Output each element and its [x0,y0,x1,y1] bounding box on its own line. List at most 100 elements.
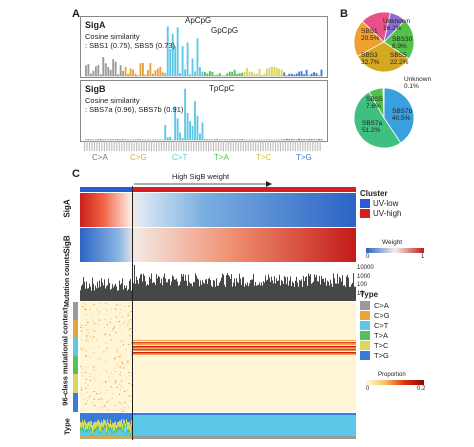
count-bar [292,281,293,301]
context-cell [106,347,108,349]
count-bar [262,285,263,301]
count-bar [318,281,319,301]
type-bar [83,413,84,423]
count-bar [306,276,307,301]
type-legend-label: C>A [374,301,389,310]
pie2-sbs7b-name: SBS7b [392,108,413,115]
spectrum-bar [253,139,256,140]
spectrum-bar [236,73,239,76]
trinucleotide-tick [274,141,277,151]
spectrum-bar [273,139,276,140]
count-bar [189,282,190,301]
count-bar [337,273,338,301]
type-bar [94,429,95,433]
count-bar [184,280,185,301]
count-bar [190,283,191,301]
pie1-sbs3-name: SBS3 [361,52,378,59]
context-cell [127,314,129,316]
type-bar [103,419,104,427]
trinucleotide-tick [247,141,249,151]
spectrum-bar [320,139,323,140]
context-cell [88,332,90,334]
type-bar [117,426,118,430]
count-bar [195,273,196,301]
context-cell [85,303,87,305]
context-cell [110,309,112,311]
context-cell [120,375,122,377]
count-bar [151,273,152,301]
type-label-cg: C>G [130,153,147,162]
context-cell [85,335,87,336]
count-bar [287,276,288,301]
context-cell [93,365,95,367]
type-bar [123,423,124,427]
type-bar [93,430,94,434]
context-cell [113,326,115,328]
type-bar [91,435,92,439]
context-cell [98,398,100,400]
count-bar [148,285,149,301]
trinucleotide-tick [173,141,175,151]
context-warm-row [132,354,356,355]
count-bar [315,277,316,301]
count-bar [247,282,248,301]
pie2-sbs5-value: 7.6% [366,103,381,110]
context-cell [84,314,86,316]
count-bar [241,285,242,301]
type-bar [129,430,130,434]
spectrum-bar [298,138,301,140]
context-cell [104,392,106,394]
context-cell [93,336,95,338]
proportion-legend-title: Proportion [378,372,406,378]
count-bar [172,275,173,301]
type-bar [118,413,119,422]
type-legend-label: T>G [374,351,389,360]
spectrum-bar [137,139,139,140]
context-cell [91,315,93,316]
type-bar [81,422,82,428]
spectrum-bar [129,68,132,76]
type-bar [99,430,100,434]
count-bar [343,285,344,301]
trinucleotide-tick [277,141,279,151]
count-bar [85,288,86,301]
type-bar [81,427,82,431]
context-cell [125,349,127,351]
pie2-sbs7b-value: 40.5% [392,115,411,122]
trinucleotide-tick [292,141,294,151]
context-cell [116,363,118,365]
type-bar [129,413,130,422]
count-bar [290,276,291,301]
context-cell [95,324,97,326]
type-bar [83,436,84,439]
spectrum-bar [104,63,107,76]
trinucleotide-tick [168,141,170,151]
context-cell [80,366,82,368]
trinucleotide-tick [141,141,143,151]
sigb-title: SigB [85,84,106,94]
type-bar [107,413,108,420]
context-cell [131,373,133,375]
type-bar [93,413,94,423]
context-cell [120,387,122,389]
count-bar [82,284,83,301]
pie2-unknown-name: Unknown [404,76,432,83]
count-bar [188,274,189,301]
spectrum-bar [119,139,122,140]
siga-peak-label-1: ApCpG [185,16,212,25]
cluster-legend-item-uv-low: UV-low [360,199,401,208]
spectrum-bar [144,74,147,76]
count-bar [134,265,135,301]
count-bar [96,288,97,301]
count-bar [311,283,312,301]
count-bar [285,277,286,301]
context-cell [85,403,87,405]
trinucleotide-tick [126,141,128,151]
spectrum-bar [241,72,244,76]
count-bar [235,286,236,301]
type-bar [131,426,132,430]
count-bar [205,279,206,301]
type-bar [117,413,118,423]
context-cell [123,406,125,408]
count-bar [149,276,150,301]
